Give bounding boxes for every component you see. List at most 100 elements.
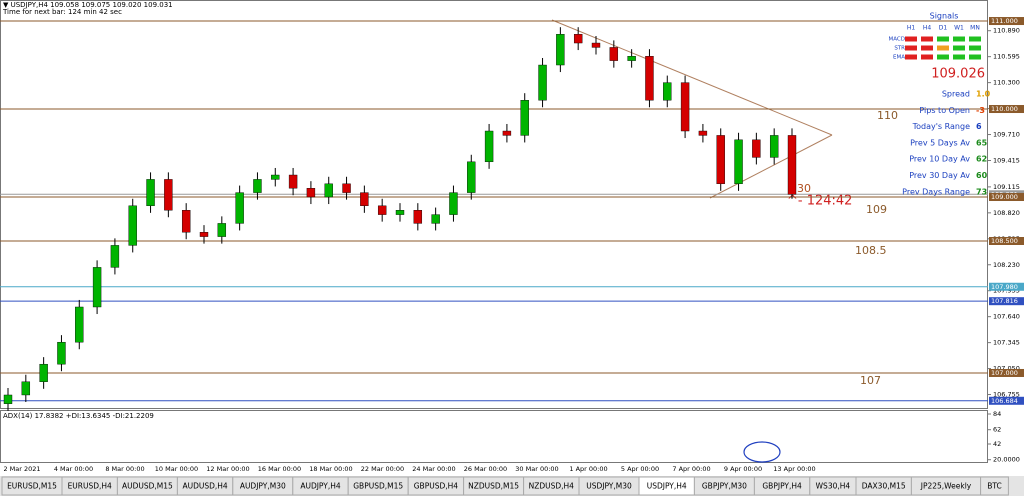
y-tick-label: 109.710 (993, 131, 1020, 139)
candle-body (395, 210, 405, 215)
candle-body (787, 135, 797, 195)
date-label: 30 Mar 00:00 (515, 465, 558, 473)
signal-box (969, 36, 981, 42)
countdown-timer: ^- 124:42 (787, 194, 852, 209)
tab-label[interactable]: NZDUSD,M15 (468, 482, 519, 491)
signal-column: MN (970, 25, 980, 32)
adx-tick-label: 84 (993, 410, 1001, 418)
candle-body (146, 179, 155, 207)
tab-label[interactable]: USDJPY,M30 (586, 482, 632, 491)
signal-box (937, 45, 949, 51)
level-tag (989, 17, 1024, 26)
tab-label[interactable]: AUDJPY,H4 (300, 482, 341, 491)
stat-value: 73 (976, 187, 987, 196)
date-label: 12 Mar 00:00 (206, 465, 249, 473)
y-tick-label: 108.820 (993, 209, 1020, 217)
level-tag (989, 282, 1024, 291)
tab-label[interactable]: AUDUSD,M15 (122, 482, 173, 491)
y-tick-label: 107.640 (993, 313, 1020, 321)
candle-body (199, 232, 209, 237)
candle-body (92, 267, 102, 308)
level-tag-label: 108.500 (991, 237, 1018, 245)
candle-body (3, 394, 13, 404)
candle-body (502, 130, 512, 136)
tab-label[interactable]: GBPUSD,M15 (353, 482, 403, 491)
signal-row-label: STR (894, 46, 905, 52)
date-label: 18 Mar 00:00 (309, 465, 352, 473)
level-tag (989, 297, 1024, 306)
tab-label[interactable]: NZDUSD,H4 (529, 482, 575, 491)
date-label: 10 Mar 00:00 (155, 465, 198, 473)
candle-body (609, 47, 619, 61)
candle-body (39, 363, 48, 382)
tab-label[interactable]: USDJPY,H4 (647, 482, 687, 491)
y-tick-label: 106.755 (993, 391, 1020, 399)
tab-label[interactable]: EURUSD,M15 (7, 482, 57, 491)
stat-label: Prev Days Range (902, 187, 970, 196)
date-label: 9 Apr 00:00 (724, 465, 762, 473)
level-note: 109 (866, 203, 887, 216)
candle-body (752, 139, 761, 158)
candle-body (467, 161, 476, 193)
candle-body (253, 179, 262, 193)
signal-box (937, 36, 949, 42)
bar-timer: Time for next bar: 124 min 42 sec (2, 8, 122, 16)
candle-body (181, 210, 191, 233)
signals-title: Signals (930, 12, 959, 21)
signal-box (905, 45, 917, 51)
y-tick-label: 110.300 (993, 79, 1020, 87)
signal-box (905, 36, 917, 42)
candle-body (627, 56, 636, 61)
signal-row-label: MACD (889, 37, 906, 43)
stat-label: Prev 30 Day Av (909, 171, 970, 180)
signal-box (921, 36, 933, 42)
candle-body (235, 192, 244, 224)
candle-body (431, 214, 440, 224)
date-label: 24 Mar 00:00 (412, 465, 455, 473)
current-price: 109.026 (931, 67, 985, 82)
candle-body (324, 183, 333, 198)
level-tag-label: 107.000 (991, 369, 1018, 377)
date-label: 4 Mar 00:00 (54, 465, 93, 473)
tab-label[interactable]: GBPUSD,H4 (414, 482, 459, 491)
signal-box (905, 54, 917, 60)
stat-value: 6 (976, 122, 982, 131)
signal-row-label: EMA (893, 55, 905, 61)
tab-label[interactable]: GBPJPY,H4 (762, 482, 802, 491)
level-tag (989, 396, 1024, 405)
stat-value: 60 (976, 171, 988, 180)
date-label: 22 Mar 00:00 (361, 465, 404, 473)
symbol-line: ▼ USDJPY,H4 109.058 109.075 109.020 109.… (3, 1, 173, 9)
candle-body (645, 56, 654, 101)
tab[interactable] (980, 476, 1009, 496)
signal-column: H1 (907, 25, 916, 32)
candle-body (520, 100, 529, 136)
candle-body (698, 130, 708, 136)
tab-label[interactable]: EURUSD,H4 (68, 482, 112, 491)
adx-tick-label: 20.0000 (993, 456, 1020, 464)
signal-box (921, 54, 933, 60)
candle-body (573, 34, 583, 44)
level-note: 107 (860, 374, 881, 387)
stat-label: Prev 10 Day Av (909, 155, 970, 164)
tab-label[interactable]: AUDJPY,M30 (240, 482, 286, 491)
candle-body (377, 205, 387, 215)
highlight-circle (743, 441, 781, 463)
tab-label[interactable]: BTC (987, 482, 1002, 491)
stat-label: Spread (942, 90, 970, 99)
tab-label[interactable]: WS30,H4 (816, 482, 851, 491)
adx-label: ADX(14) 17.8382 +DI:13.6345 -DI:21.2209 (3, 412, 154, 420)
tab-label[interactable]: GBPJPY,M30 (702, 482, 747, 491)
level-tag (989, 236, 1024, 245)
candle-body (716, 135, 725, 185)
tab-label[interactable]: DAX30,M15 (862, 482, 906, 491)
y-tick-label: 110.595 (993, 53, 1020, 61)
y-tick-label: 107.050 (993, 365, 1020, 373)
stat-label: Pips to Open (919, 106, 970, 115)
tab-label[interactable]: JP225,Weekly (920, 482, 972, 491)
level-tag-label: 106.684 (991, 397, 1018, 405)
candle-body (484, 130, 494, 163)
tab-label[interactable]: AUDUSD,H4 (182, 482, 227, 491)
date-label: 1 Apr 00:00 (569, 465, 607, 473)
y-tick-label: 107.345 (993, 339, 1020, 347)
